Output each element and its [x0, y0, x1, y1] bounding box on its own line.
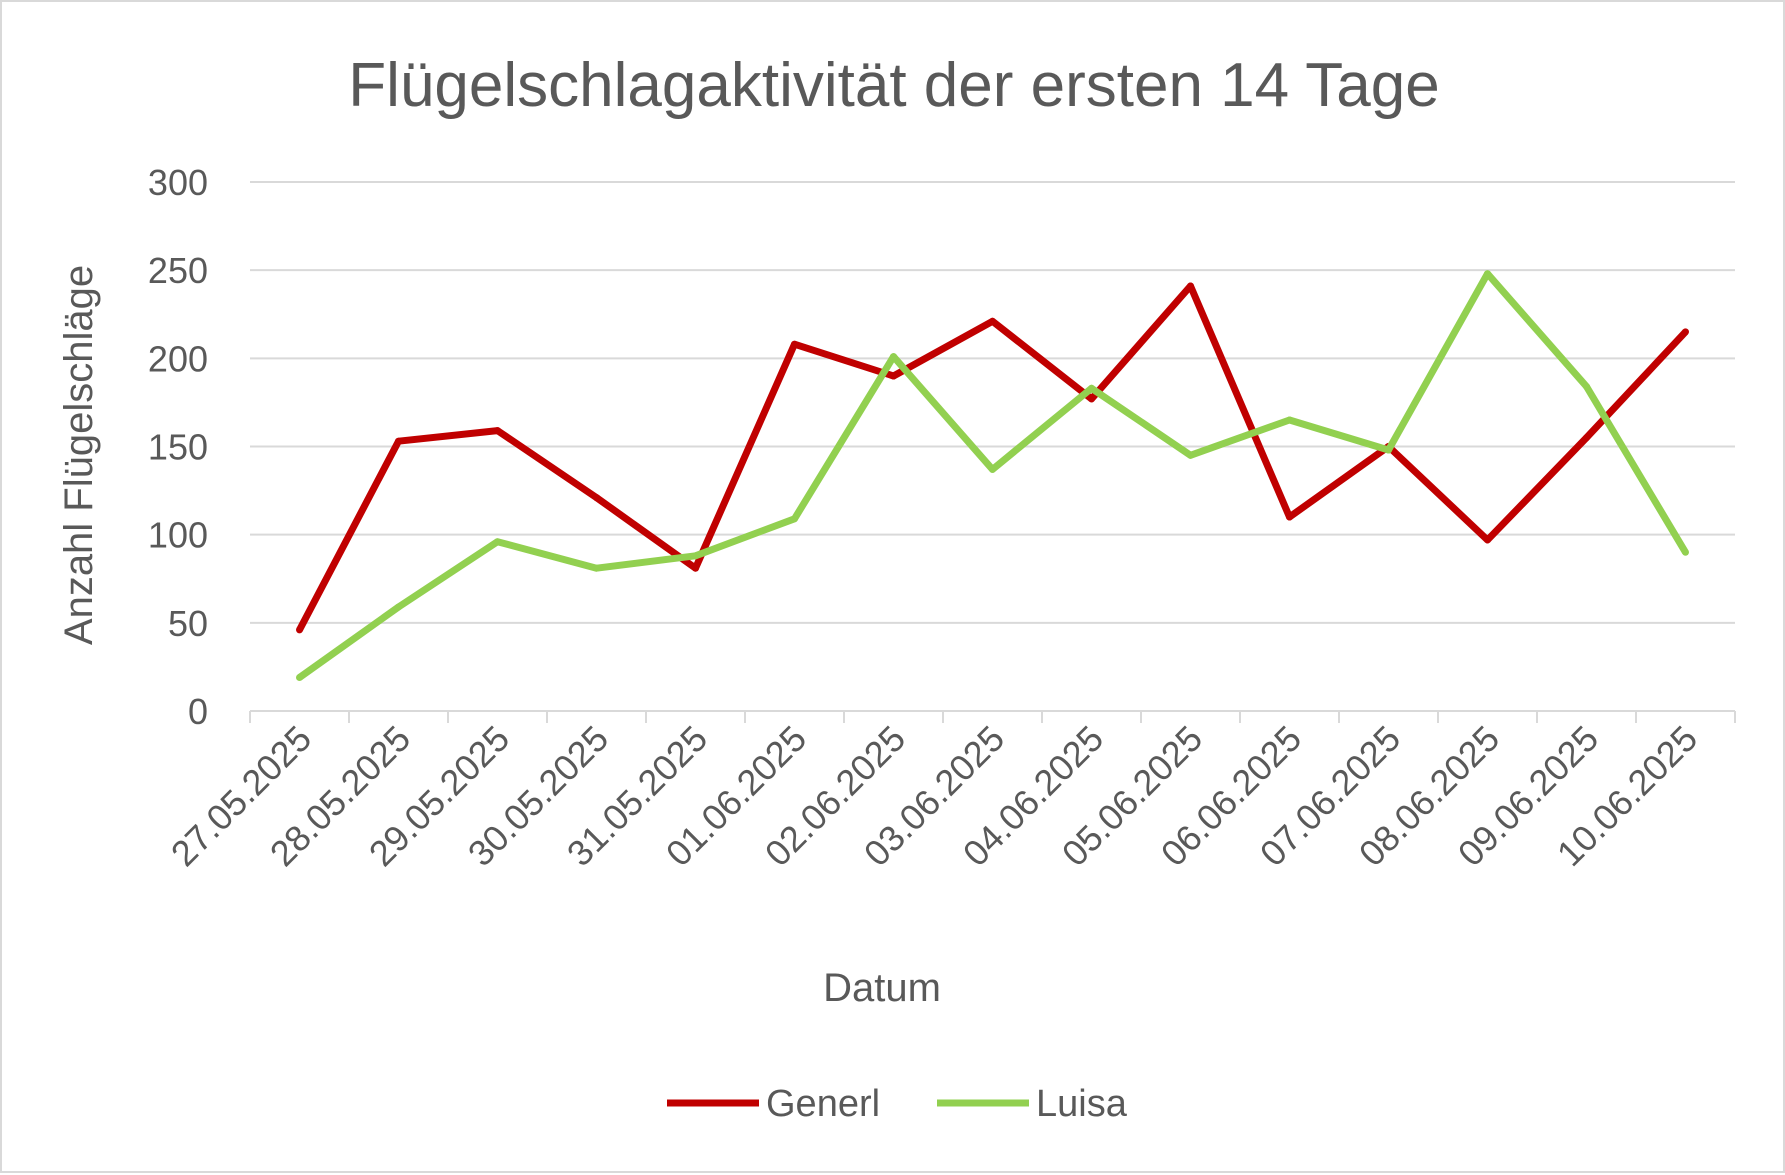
data-point-generl [1088, 395, 1095, 403]
data-point-luisa [791, 515, 798, 523]
data-point-luisa [494, 538, 501, 546]
series-lines [296, 270, 1689, 681]
series-line-luisa [297, 270, 1689, 681]
data-point-generl [692, 564, 699, 572]
gridlines [250, 181, 1735, 624]
data-point-generl [1286, 513, 1293, 521]
y-tick-label: 250 [148, 250, 208, 291]
y-axis-ticks: 0 50 100 150 200 250 300 [148, 162, 208, 732]
x-axis-title: Datum [823, 966, 941, 1010]
data-point-luisa [1682, 548, 1689, 556]
data-point-generl [1187, 282, 1194, 290]
data-point-generl [296, 626, 303, 634]
data-point-generl [395, 437, 402, 445]
data-point-luisa [989, 465, 996, 473]
legend: Generl Luisa [667, 1083, 1128, 1125]
y-tick-label: 300 [148, 162, 208, 203]
data-point-luisa [593, 564, 600, 572]
data-point-luisa [1385, 446, 1392, 454]
data-point-generl [989, 317, 996, 325]
y-tick-label: 150 [148, 427, 208, 468]
data-point-generl [1682, 328, 1689, 336]
data-point-generl [593, 494, 600, 502]
data-point-luisa [296, 673, 303, 681]
y-axis-title: Anzahl Flügelschläge [57, 265, 101, 645]
legend-label-generl: Generl [766, 1083, 880, 1125]
data-point-luisa [1286, 416, 1293, 424]
data-point-luisa [1088, 384, 1095, 392]
data-point-generl [1583, 434, 1590, 442]
data-point-luisa [1583, 383, 1590, 391]
data-point-luisa [1484, 270, 1491, 278]
data-point-generl [1484, 536, 1491, 544]
data-point-luisa [395, 603, 402, 611]
data-point-luisa [692, 552, 699, 560]
y-tick-label: 50 [168, 603, 208, 644]
data-point-generl [890, 372, 897, 380]
y-tick-label: 200 [148, 338, 208, 379]
x-axis: 27.05.202528.05.202529.05.202530.05.2025… [163, 710, 1736, 874]
data-point-luisa [890, 353, 897, 361]
data-point-generl [494, 427, 501, 435]
y-tick-label: 0 [188, 691, 208, 732]
data-point-luisa [1187, 451, 1194, 459]
series-line-generl [296, 282, 1689, 632]
data-point-generl [791, 340, 798, 348]
legend-label-luisa: Luisa [1036, 1083, 1128, 1125]
chart-title: Flügelschlagaktivität der ersten 14 Tage [348, 51, 1439, 120]
y-tick-label: 100 [148, 515, 208, 556]
